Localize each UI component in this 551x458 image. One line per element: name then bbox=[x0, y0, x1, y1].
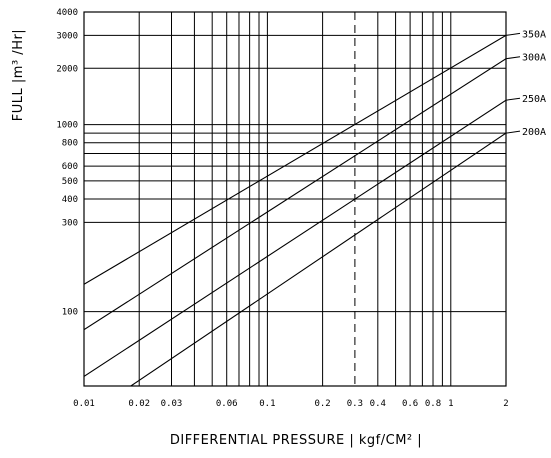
plot-border bbox=[83, 11, 507, 387]
series-labels: 350A 300A 250A 200A bbox=[505, 29, 546, 138]
series-line-300A bbox=[84, 58, 506, 331]
x-tick-label: 0.02 bbox=[128, 399, 150, 409]
y-tick-label: 500 bbox=[62, 177, 78, 187]
x-tick-label: 0.1 bbox=[259, 399, 275, 409]
y-tick-label: 1000 bbox=[56, 121, 78, 131]
series-label-leader bbox=[505, 97, 521, 101]
x-tick-label: 2 bbox=[503, 399, 508, 409]
y-tick-label: 300 bbox=[62, 218, 78, 228]
grid bbox=[83, 11, 507, 386]
x-tick-label: 0.8 bbox=[425, 399, 441, 409]
y-tick-label: 600 bbox=[62, 162, 78, 172]
x-tick-label: 0.6 bbox=[402, 399, 418, 409]
y-tick-label: 2000 bbox=[56, 64, 78, 74]
x-tick-label: 0.3 bbox=[347, 399, 363, 409]
series-label-leader bbox=[505, 130, 521, 134]
series-label-200A: 200A bbox=[522, 127, 546, 138]
x-tick-label: 1 bbox=[448, 399, 453, 409]
plot-frame bbox=[83, 11, 507, 387]
x-axis-title: DIFFERENTIAL PRESSURE | kgf/CM² | bbox=[170, 433, 422, 448]
series-label-300A: 300A bbox=[522, 53, 546, 64]
x-tick-label: 0.03 bbox=[161, 399, 183, 409]
y-tick-label: 400 bbox=[62, 195, 78, 205]
series-lines bbox=[84, 34, 506, 386]
x-tick-label: 0.4 bbox=[370, 399, 386, 409]
tick-labels: 0.01 0.02 0.03 0.06 0.1 0.2 0.3 0.4 0.6 0.8 1 2 100 3… bbox=[56, 8, 508, 409]
y-tick-label: 800 bbox=[62, 139, 78, 149]
y-axis-title: FULL |m³ /Hr| bbox=[11, 29, 26, 121]
series-line-200A bbox=[130, 132, 506, 386]
series-line-250A bbox=[84, 99, 506, 377]
series-label-350A: 350A bbox=[522, 29, 546, 40]
x-tick-label: 0.06 bbox=[216, 399, 238, 409]
y-tick-label: 100 bbox=[62, 308, 78, 318]
series-label-250A: 250A bbox=[522, 94, 546, 105]
series-label-leader bbox=[505, 56, 521, 60]
y-tick-label: 3000 bbox=[56, 31, 78, 41]
series-label-leader bbox=[505, 32, 521, 36]
x-tick-label: 0.01 bbox=[73, 399, 95, 409]
series-line-350A bbox=[84, 34, 506, 285]
y-tick-label: 4000 bbox=[56, 8, 78, 18]
x-tick-label: 0.2 bbox=[314, 399, 330, 409]
